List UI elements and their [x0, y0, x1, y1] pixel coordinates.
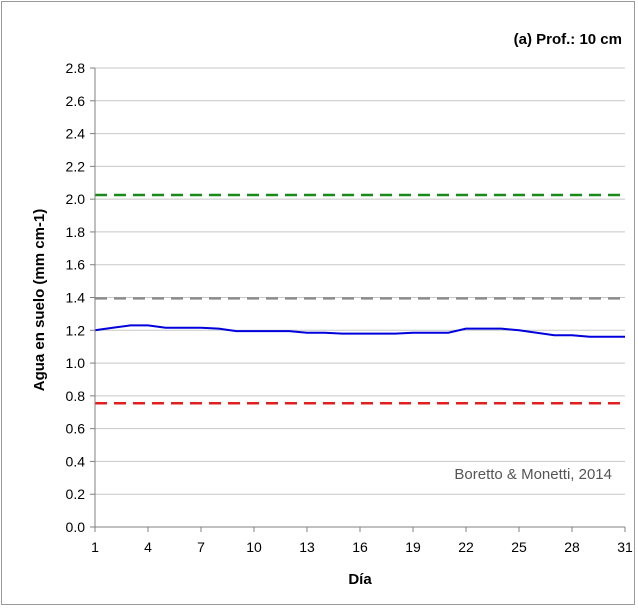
grid-lines [95, 67, 625, 495]
y-tick-label: 1.8 [66, 224, 86, 240]
y-tick-label: 2.8 [66, 60, 86, 76]
y-tick-label: 2.6 [66, 93, 86, 109]
y-tick-label: 0.8 [66, 388, 86, 404]
y-tick-label: 2.4 [66, 126, 86, 142]
y-tick-label: 0.2 [66, 486, 86, 502]
x-tick-labels: 1 4 7 10 13 16 19 22 25 28 31 [91, 539, 633, 555]
y-axis-label: Agua en suelo (mm cm-1) [31, 209, 48, 392]
reference-lines [95, 193, 625, 405]
source-annotation: Boretto & Monetti, 2014 [454, 466, 612, 483]
x-tick-label: 4 [144, 539, 152, 555]
x-tick-label: 13 [299, 539, 315, 555]
y-tick-label: 1.2 [66, 322, 86, 338]
y-tick-label: 1.6 [66, 257, 86, 273]
x-tick-label: 25 [511, 539, 527, 555]
x-tick-label: 22 [458, 539, 474, 555]
y-tick-label: 2.2 [66, 158, 86, 174]
axes [90, 67, 626, 532]
y-tick-labels: 0.0 0.2 0.4 0.6 0.8 1.0 1.2 1.4 1.6 1.8 2.0 2.2 2.4 2… [66, 60, 86, 535]
x-tick-label: 31 [617, 539, 633, 555]
x-tick-label: 7 [197, 539, 205, 555]
y-tick-label: 1.0 [66, 355, 86, 371]
x-axis-label: Día [348, 571, 372, 588]
series-line [94, 324, 625, 338]
y-tick-label: 2.0 [66, 191, 86, 207]
y-tick-label: 0.6 [66, 421, 86, 437]
x-tick-label: 1 [91, 539, 99, 555]
x-tick-label: 10 [246, 539, 262, 555]
y-tick-label: 1.4 [66, 290, 86, 306]
series-layer [94, 324, 625, 338]
x-tick-label: 28 [564, 539, 580, 555]
x-tick-label: 19 [405, 539, 421, 555]
x-tick-label: 16 [352, 539, 368, 555]
chart-title: (a) Prof.: 10 cm [514, 31, 622, 48]
y-tick-label: 0.4 [66, 453, 86, 469]
y-tick-label: 0.0 [66, 519, 86, 535]
